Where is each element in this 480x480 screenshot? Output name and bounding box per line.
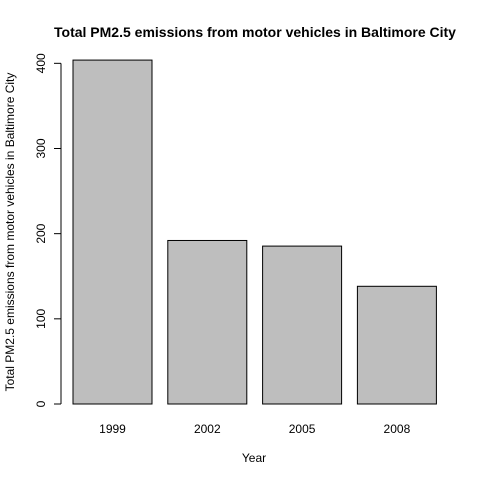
y-tick-label: 0 xyxy=(34,400,48,407)
x-tick-labels: 1999 2002 2005 2008 xyxy=(99,422,410,436)
y-axis-label: Total PM2.5 emissions from motor vehicle… xyxy=(3,73,17,392)
x-tick-label-2008: 2008 xyxy=(384,422,411,436)
y-tick-label: 200 xyxy=(34,223,48,243)
x-tick-label-1999: 1999 xyxy=(99,422,126,436)
x-tick-label-2002: 2002 xyxy=(194,422,221,436)
bar-2005 xyxy=(262,245,343,405)
chart-title: Total PM2.5 emissions from motor vehicle… xyxy=(54,24,456,40)
x-axis-label: Year xyxy=(242,451,266,465)
y-tick-label: 300 xyxy=(34,138,48,158)
bars-group xyxy=(72,59,437,405)
x-tick-label-2005: 2005 xyxy=(289,422,316,436)
bar-2008 xyxy=(356,285,437,405)
y-tick-label: 400 xyxy=(34,53,48,73)
y-axis: 0 100 200 300 400 xyxy=(34,53,62,407)
bar-2002 xyxy=(167,239,248,405)
bar-1999 xyxy=(72,59,153,405)
y-tick-label: 100 xyxy=(34,308,48,328)
